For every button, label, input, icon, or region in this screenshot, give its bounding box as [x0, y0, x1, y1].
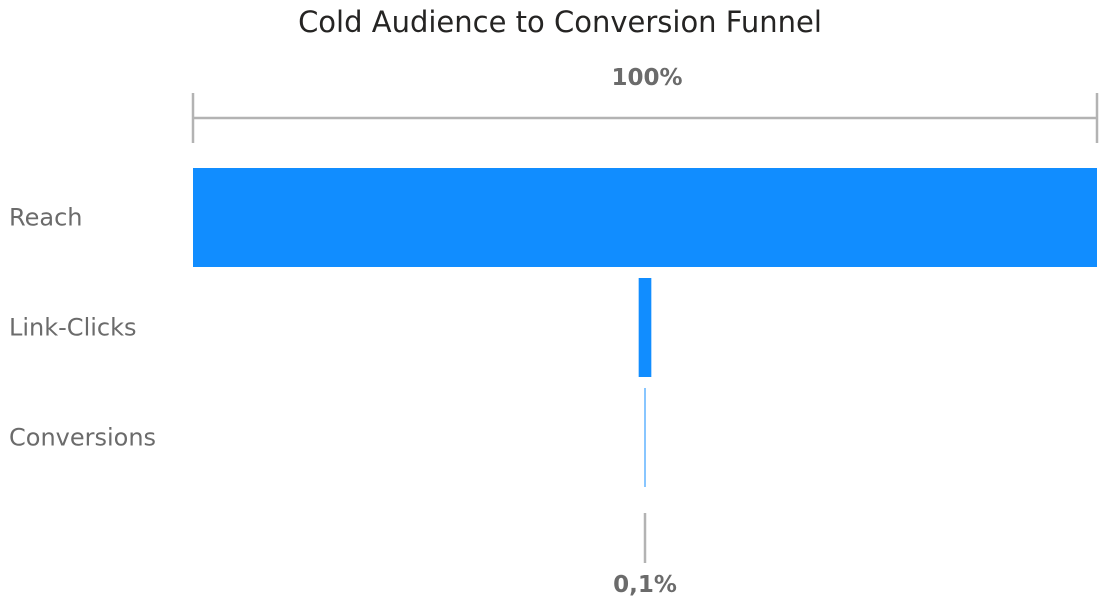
- funnel-bar-reach[interactable]: [193, 168, 1097, 267]
- funnel-bar-conversions[interactable]: [644, 388, 646, 487]
- first-stage-percent-label: 100%: [611, 65, 682, 91]
- funnel-bar-link-clicks[interactable]: [638, 278, 652, 377]
- stage-label-reach: Reach: [9, 204, 82, 232]
- stage-label-conversions: Conversions: [9, 424, 156, 452]
- stage-labels: Reach Link-Clicks Conversions: [9, 204, 156, 452]
- last-stage-percent-label: 0,1%: [613, 572, 677, 598]
- first-stage-width-bracket: [191, 93, 1099, 143]
- chart-title: Cold Audience to Conversion Funnel: [298, 5, 822, 39]
- stage-label-link-clicks: Link-Clicks: [9, 314, 137, 342]
- funnel-bars: [193, 168, 1097, 487]
